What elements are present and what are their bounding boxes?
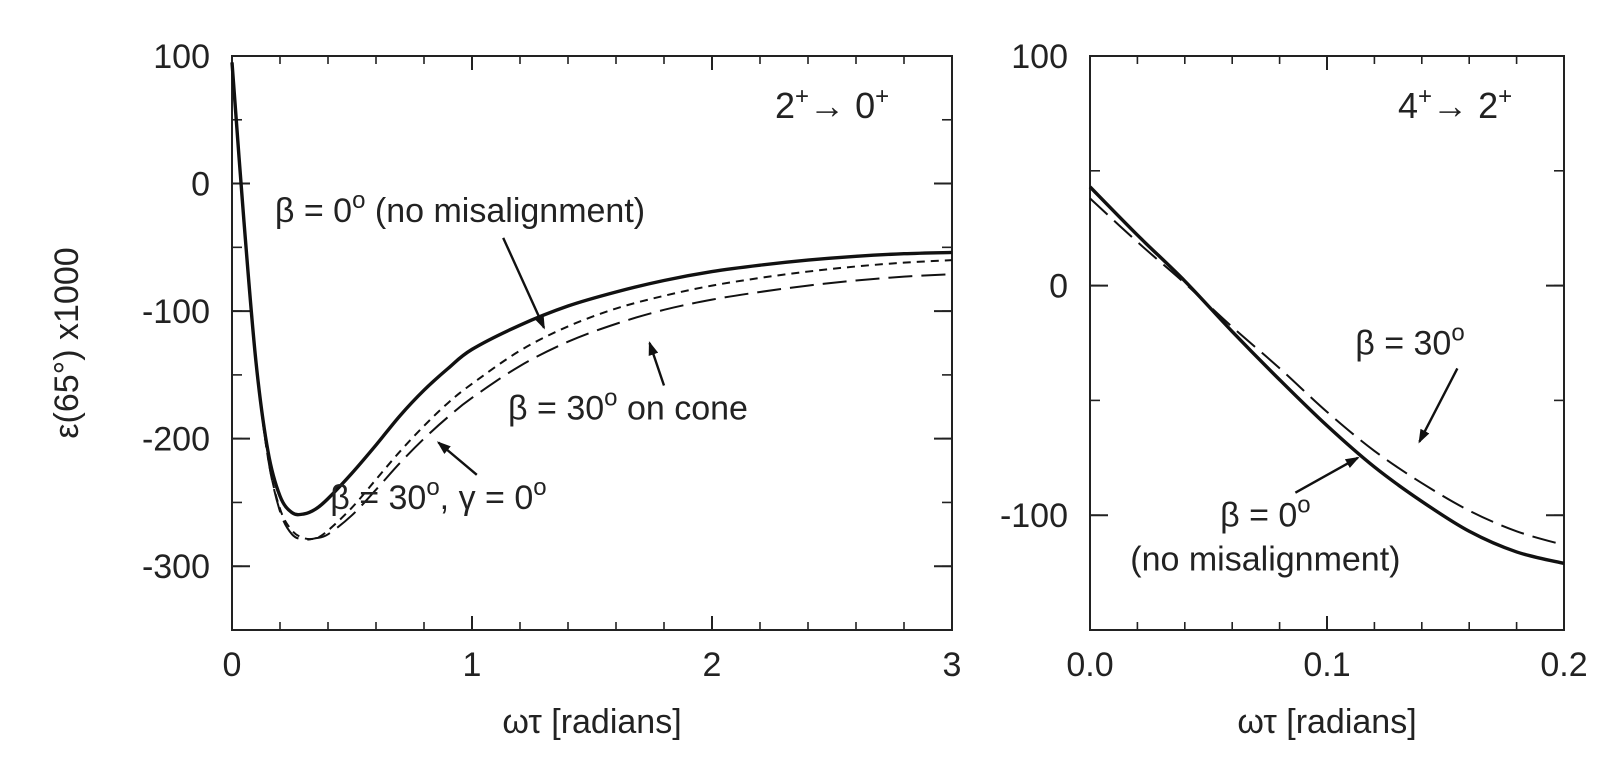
annotation-label: β = 30o, γ = 0o xyxy=(330,474,546,517)
y-tick-label: -300 xyxy=(142,548,210,586)
x-tick-label: 3 xyxy=(943,646,962,684)
series-layer xyxy=(230,62,953,541)
annotation-layer: β = 30o β = 0o (no misalignment) xyxy=(1130,319,1464,578)
series-line-long-dash xyxy=(231,62,953,541)
annotation-arrow xyxy=(502,237,546,330)
y-tick-label: 0 xyxy=(191,166,210,204)
annotation-arrow xyxy=(436,441,478,476)
x-tick-label: 0.1 xyxy=(1303,646,1350,684)
panel-right: 0.0 0.1 0.2 100 0 -100 β = 30o β = 0o (no misal… xyxy=(1000,38,1588,741)
tick-marks: 0.0 0.1 0.2 100 0 -100 xyxy=(1000,38,1588,684)
annotation-arrow xyxy=(1418,367,1459,444)
series-line-solid xyxy=(1088,185,1565,566)
annotation-label: β = 0o (no misalignment) xyxy=(275,187,645,230)
annotation-label: β = 30o xyxy=(1355,319,1464,362)
x-axis-label: ωτ [radians] xyxy=(502,703,681,741)
series-line-solid xyxy=(230,62,953,517)
panel-label: 2+→ 0+ xyxy=(775,83,889,126)
tick-marks: 0 1 2 3 100 0 -100 -200 -300 xyxy=(142,38,962,684)
x-tick-label: 1 xyxy=(463,646,482,684)
y-tick-label: 100 xyxy=(153,38,210,76)
x-tick-label: 0.2 xyxy=(1540,646,1587,684)
y-axis-label: ε(65°) x1000 xyxy=(48,247,86,438)
x-axis-label: ωτ [radians] xyxy=(1237,703,1416,741)
annotation-label: (no misalignment) xyxy=(1130,541,1400,579)
series-line-short-dash xyxy=(231,62,953,541)
y-tick-label: -100 xyxy=(1000,497,1068,535)
panel-label: 4+→ 2+ xyxy=(1398,83,1512,126)
x-tick-label: 2 xyxy=(703,646,722,684)
y-tick-label: -100 xyxy=(142,293,210,331)
plot-frame xyxy=(231,55,953,631)
panel-left: 0 1 2 3 100 0 -100 -200 -300 β = 0o (no misalign… xyxy=(48,38,961,741)
annotation-label: β = 30o on cone xyxy=(508,385,748,428)
annotation-arrow xyxy=(1294,456,1360,494)
x-tick-label: 0.0 xyxy=(1066,646,1113,684)
series-layer xyxy=(1088,185,1565,566)
annotation-layer: β = 0o (no misalignment) β = 30o on cone β… xyxy=(275,187,748,517)
series-line-long-dash xyxy=(1089,197,1565,547)
annotation-arrow xyxy=(648,341,666,386)
annotation-label: β = 0o xyxy=(1220,492,1311,535)
y-tick-label: -200 xyxy=(142,421,210,459)
y-tick-label: 100 xyxy=(1011,38,1068,76)
y-tick-label: 0 xyxy=(1049,268,1068,306)
x-tick-label: 0 xyxy=(223,646,242,684)
